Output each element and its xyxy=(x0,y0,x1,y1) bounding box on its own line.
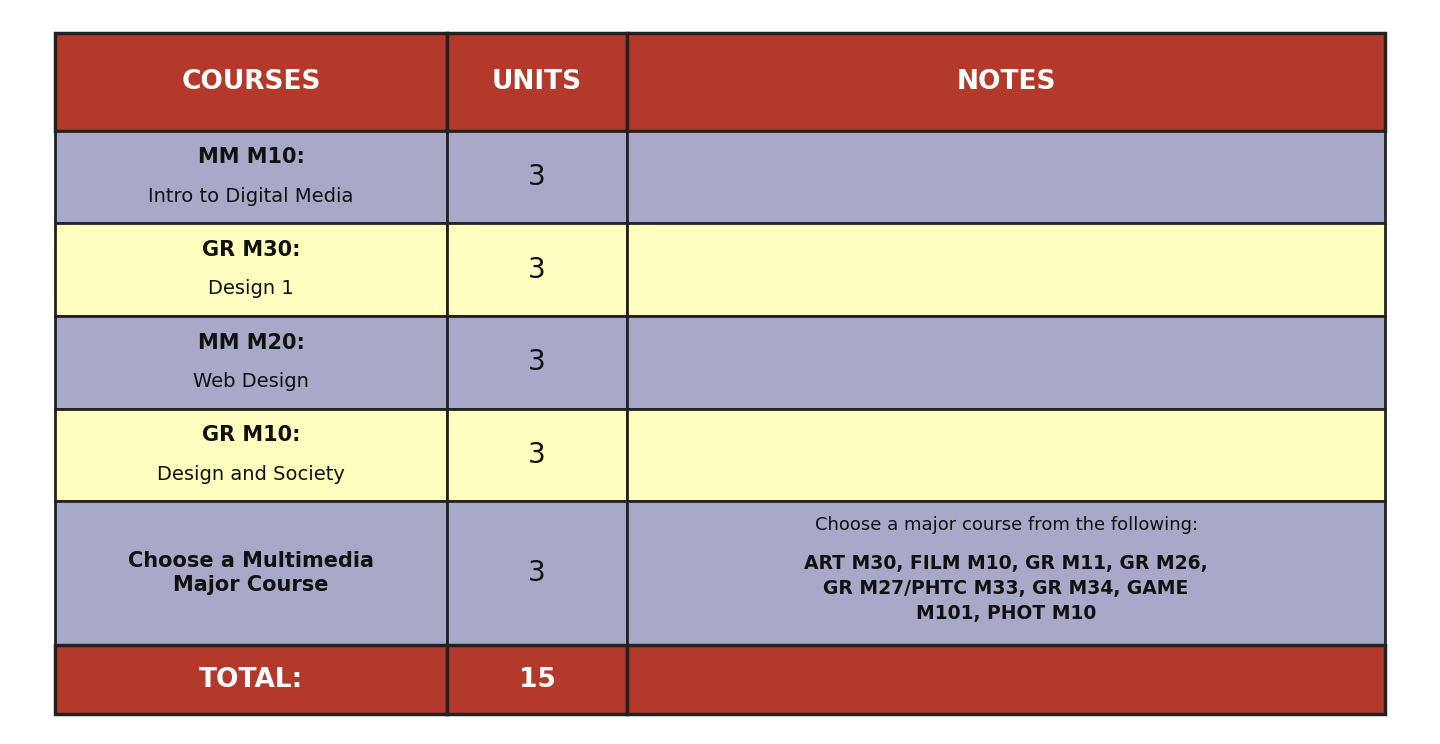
Bar xyxy=(448,131,626,223)
Bar xyxy=(448,645,626,714)
Text: MM M20:: MM M20: xyxy=(197,333,304,353)
Text: 3: 3 xyxy=(528,441,546,469)
Text: GR M30:: GR M30: xyxy=(202,240,300,260)
Text: Intro to Digital Media: Intro to Digital Media xyxy=(148,187,354,205)
Bar xyxy=(55,131,448,223)
Text: NOTES: NOTES xyxy=(956,69,1056,95)
Bar xyxy=(626,501,1385,645)
Text: 15: 15 xyxy=(518,667,556,693)
Bar xyxy=(448,223,626,316)
Bar xyxy=(626,316,1385,408)
Bar xyxy=(448,408,626,501)
Text: MM M10:: MM M10: xyxy=(197,147,304,167)
Text: Design and Society: Design and Society xyxy=(157,464,346,484)
Bar xyxy=(448,316,626,408)
Text: Design 1: Design 1 xyxy=(209,279,294,298)
Text: UNITS: UNITS xyxy=(492,69,582,95)
Text: 3: 3 xyxy=(528,256,546,283)
Bar xyxy=(55,223,448,316)
Bar xyxy=(55,408,448,501)
Bar xyxy=(448,501,626,645)
Bar xyxy=(626,408,1385,501)
Bar xyxy=(55,645,448,714)
Bar xyxy=(626,223,1385,316)
Bar xyxy=(626,131,1385,223)
Bar xyxy=(626,33,1385,131)
Text: 3: 3 xyxy=(528,163,546,191)
Text: GR M10:: GR M10: xyxy=(202,426,300,445)
Text: Web Design: Web Design xyxy=(193,372,310,391)
Text: ART M30, FILM M10, GR M11, GR M26,
GR M27/PHTC M33, GR M34, GAME
M101, PHOT M10: ART M30, FILM M10, GR M11, GR M26, GR M2… xyxy=(805,554,1208,623)
Bar xyxy=(626,645,1385,714)
Bar xyxy=(55,501,448,645)
Text: Choose a Multimedia
Major Course: Choose a Multimedia Major Course xyxy=(128,551,374,594)
Bar xyxy=(55,316,448,408)
Text: 3: 3 xyxy=(528,559,546,587)
Text: Choose a major course from the following:: Choose a major course from the following… xyxy=(815,516,1198,533)
Text: COURSES: COURSES xyxy=(181,69,321,95)
Text: TOTAL:: TOTAL: xyxy=(199,667,302,693)
Bar xyxy=(55,33,448,131)
Text: 3: 3 xyxy=(528,348,546,376)
Bar xyxy=(448,33,626,131)
